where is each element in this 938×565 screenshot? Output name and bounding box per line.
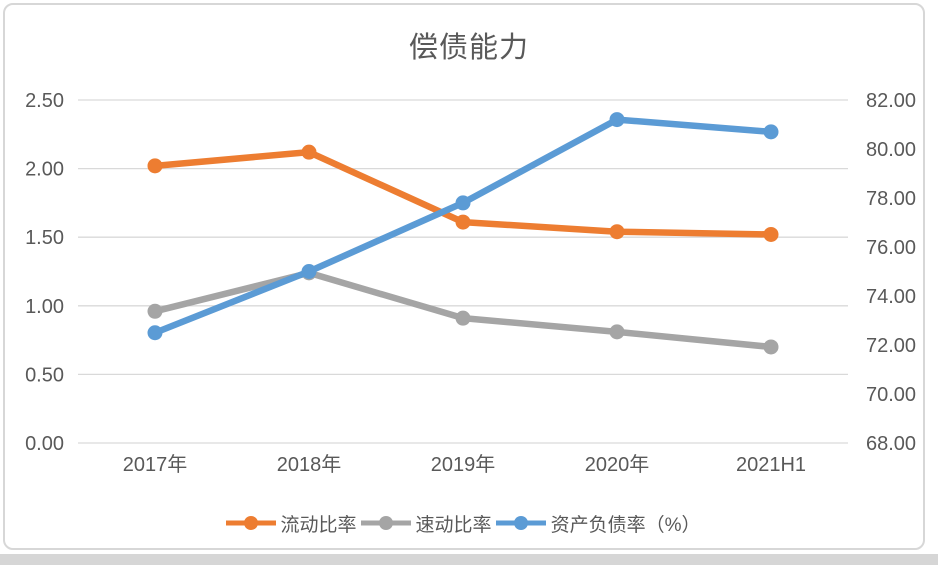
bottom-edge [0, 554, 938, 565]
x-axis-label: 2019年 [431, 453, 496, 476]
series-marker-debt-to-asset-ratio [301, 264, 317, 279]
legend-marker-icon [495, 516, 546, 530]
legend-item-debt-to-asset-ratio: 资产负债率（%） [495, 510, 701, 537]
y-axis-label-right: 80.00 [866, 139, 916, 161]
legend-label: 流动比率 [280, 514, 357, 536]
y-axis-label-left: 0.50 [25, 364, 64, 386]
legend-marker-icon [360, 516, 411, 530]
legend-marker-icon [225, 516, 276, 530]
x-axis-label: 2020年 [585, 453, 650, 476]
series-marker-quick-ratio [763, 339, 779, 355]
series-marker-quick-ratio [147, 303, 163, 319]
y-axis-label-right: 70.00 [866, 384, 916, 406]
chart-title: 偿债能力 [408, 32, 529, 64]
series-line-quick-ratio [154, 269, 772, 351]
series-marker-quick-ratio [609, 324, 625, 340]
y-axis-label-right: 76.00 [866, 237, 916, 259]
series-marker-current-ratio [301, 144, 317, 160]
y-axis-label-left: 2.00 [25, 159, 64, 181]
series-marker-quick-ratio [455, 310, 471, 326]
series-marker-debt-to-asset-ratio [763, 124, 779, 140]
series-marker-current-ratio [455, 214, 471, 230]
x-axis-label: 2021H1 [736, 454, 806, 476]
chart-card [3, 3, 925, 550]
legend-item-quick-ratio: 速动比率 [360, 510, 492, 537]
series-marker-current-ratio [147, 158, 163, 174]
legend-label: 速动比率 [415, 514, 492, 536]
legend: 流动比率 速动比率 资产负债率（%） [78, 509, 848, 537]
y-axis-label-left: 1.50 [25, 227, 64, 249]
series-marker-debt-to-asset-ratio [455, 195, 471, 211]
legend-item-current-ratio: 流动比率 [225, 510, 357, 537]
y-axis-label-right: 68.00 [866, 433, 916, 455]
legend-label: 资产负债率（%） [550, 514, 701, 536]
y-axis-label-left: 0.00 [25, 433, 64, 455]
x-axis-label: 2017年 [123, 453, 188, 476]
series-marker-current-ratio [763, 226, 779, 242]
y-axis-label-right: 74.00 [866, 286, 916, 308]
y-axis-label-right: 78.00 [866, 188, 916, 210]
y-axis-label-right: 72.00 [866, 335, 916, 357]
y-axis-label-right: 82.00 [866, 90, 916, 112]
y-axis-label-left: 1.00 [25, 296, 64, 318]
y-axis-label-left: 2.50 [25, 90, 64, 112]
series-marker-current-ratio [609, 224, 625, 240]
x-axis-label: 2018年 [277, 453, 342, 476]
series-marker-debt-to-asset-ratio [147, 325, 163, 341]
series-marker-debt-to-asset-ratio [609, 112, 625, 128]
